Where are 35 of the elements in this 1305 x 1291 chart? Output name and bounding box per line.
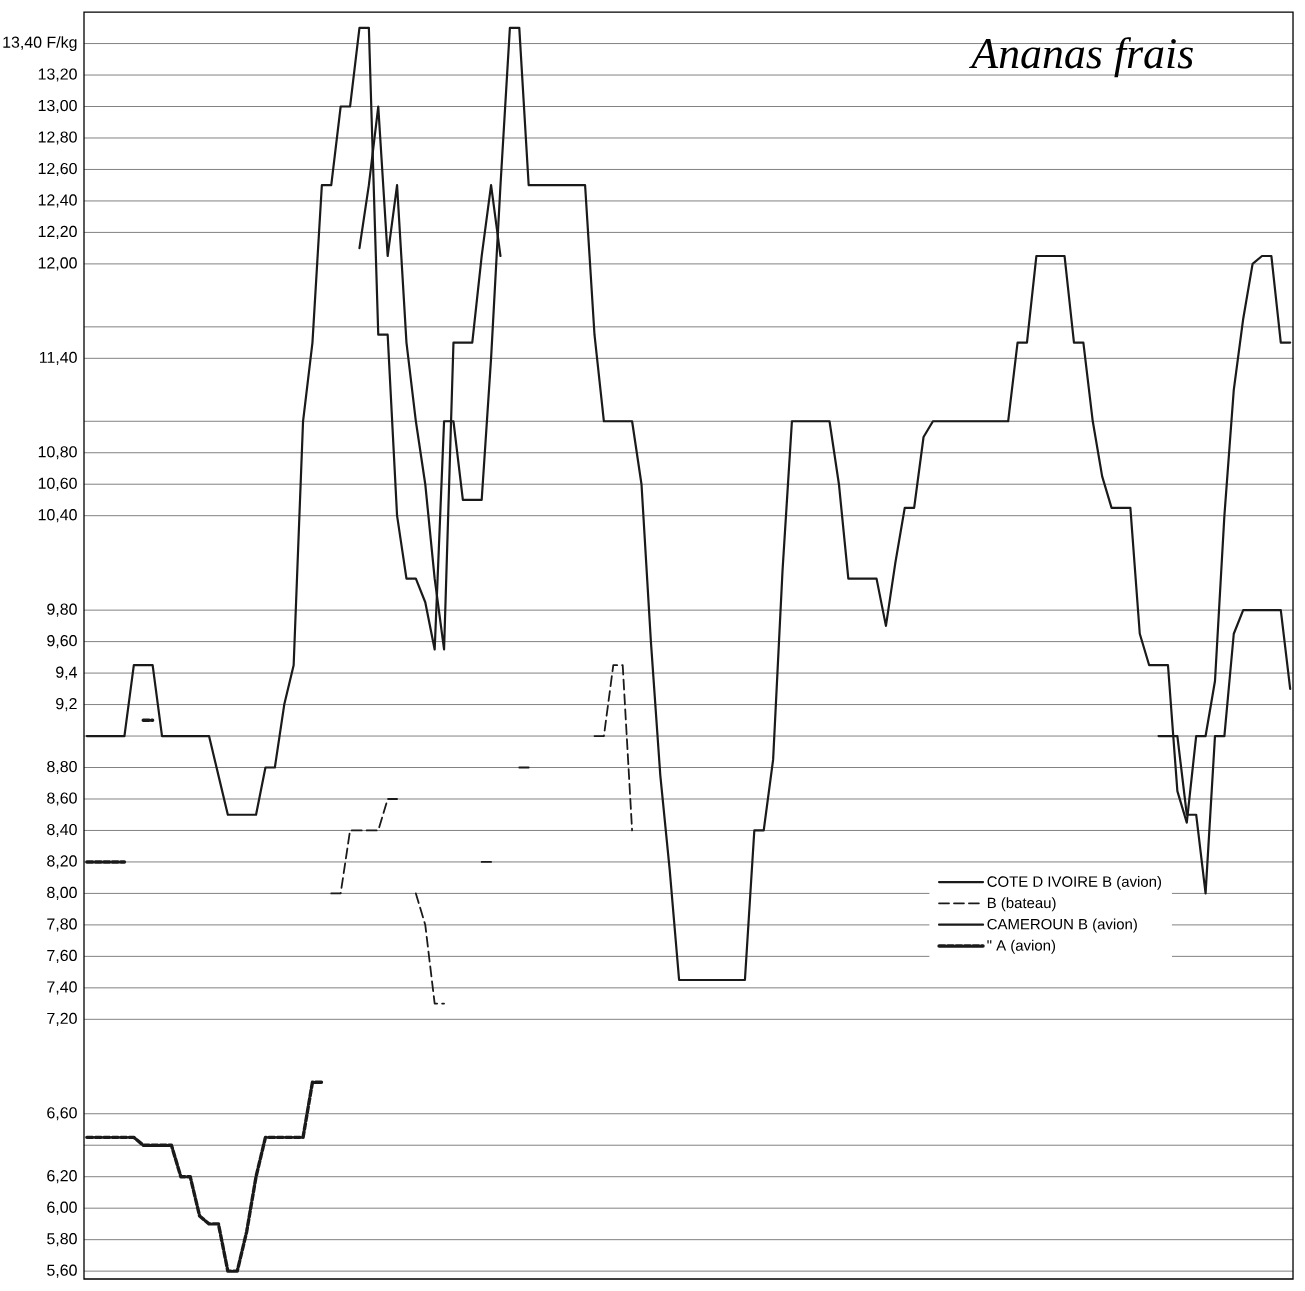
y-tick-label: 5,80 [47, 1233, 77, 1247]
y-tick-label: 5,60 [47, 1264, 77, 1278]
y-tick-label: 10,60 [38, 477, 77, 491]
y-tick-label: 8,00 [47, 886, 77, 900]
y-tick-label: 13,00 [38, 99, 77, 114]
legend-label: CAMEROUN B (avion) [987, 918, 1137, 933]
y-tick-label: 8,80 [47, 760, 77, 775]
y-tick-label: 7,80 [47, 918, 77, 932]
y-tick-label: 7,40 [47, 981, 77, 995]
y-tick-label: 9,80 [47, 603, 77, 617]
y-tick-label: 13,40 F/kg [3, 36, 77, 51]
text: Ananas frais [968, 37, 1193, 78]
y-tick-label: 10,80 [38, 446, 77, 460]
legend-label: B (bateau) [987, 897, 1056, 912]
y-tick-label: 12,60 [38, 162, 77, 177]
y-tick-label: 8,40 [47, 823, 77, 838]
y-tick-label: 12,80 [38, 131, 77, 145]
y-tick-label: 12,20 [38, 225, 77, 239]
y-tick-label: 7,20 [47, 1012, 77, 1026]
y-tick-label: 8,60 [47, 792, 77, 806]
y-tick-label: 8,20 [47, 855, 77, 869]
y-tick-label: 9,60 [47, 635, 77, 649]
y-tick-label: 13,20 [38, 68, 77, 82]
y-tick-label: 7,60 [47, 949, 77, 963]
legend-label: COTE D IVOIRE B (avion) [987, 875, 1161, 890]
y-tick-label: 9,4 [56, 666, 78, 680]
y-tick-label: 11,40 [39, 351, 77, 365]
legend-label: " A (avion) [987, 939, 1056, 954]
y-tick-label: 6,60 [47, 1107, 77, 1121]
y-tick-label: 12,40 [38, 194, 77, 208]
y-tick-label: 12,00 [38, 257, 77, 271]
y-tick-label: 9,2 [56, 697, 77, 712]
y-tick-label: 6,20 [47, 1170, 77, 1184]
y-tick-label: 10,40 [38, 509, 77, 523]
y-tick-label: 6,00 [47, 1201, 77, 1215]
